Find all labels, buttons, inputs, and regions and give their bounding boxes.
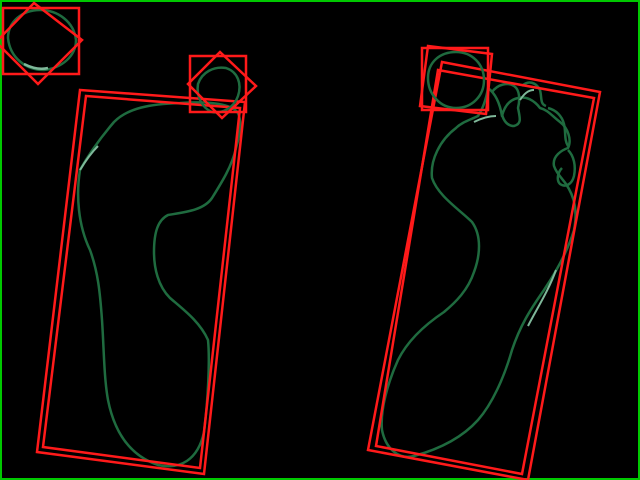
right-foot-contour: [380, 86, 577, 459]
left-toe-detection: [186, 50, 258, 120]
right-foot-rotated-box: [374, 68, 596, 476]
left-foot-contour-highlight: [79, 145, 99, 171]
right-toe-detection: [418, 44, 494, 116]
right-toe-rotated-box: [418, 44, 494, 116]
right-foot-contour-highlight: [473, 89, 557, 327]
right-foot-toes-contour: [491, 81, 576, 187]
left-toe-bounding-box: [188, 54, 248, 114]
corner-toe-detection: [0, 1, 84, 86]
corner-toe-rotated-box: [0, 1, 84, 86]
corner-toe-contour-highlight: [23, 62, 49, 71]
right-toe-contour: [426, 50, 486, 110]
right-foot-detection: [366, 60, 602, 480]
left-toe-rotated-box: [186, 50, 258, 120]
right-foot-bounding-box: [366, 60, 602, 480]
left-toe-contour: [196, 66, 241, 114]
left-foot-contour: [76, 101, 242, 468]
left-foot-rotated-box: [41, 94, 242, 470]
